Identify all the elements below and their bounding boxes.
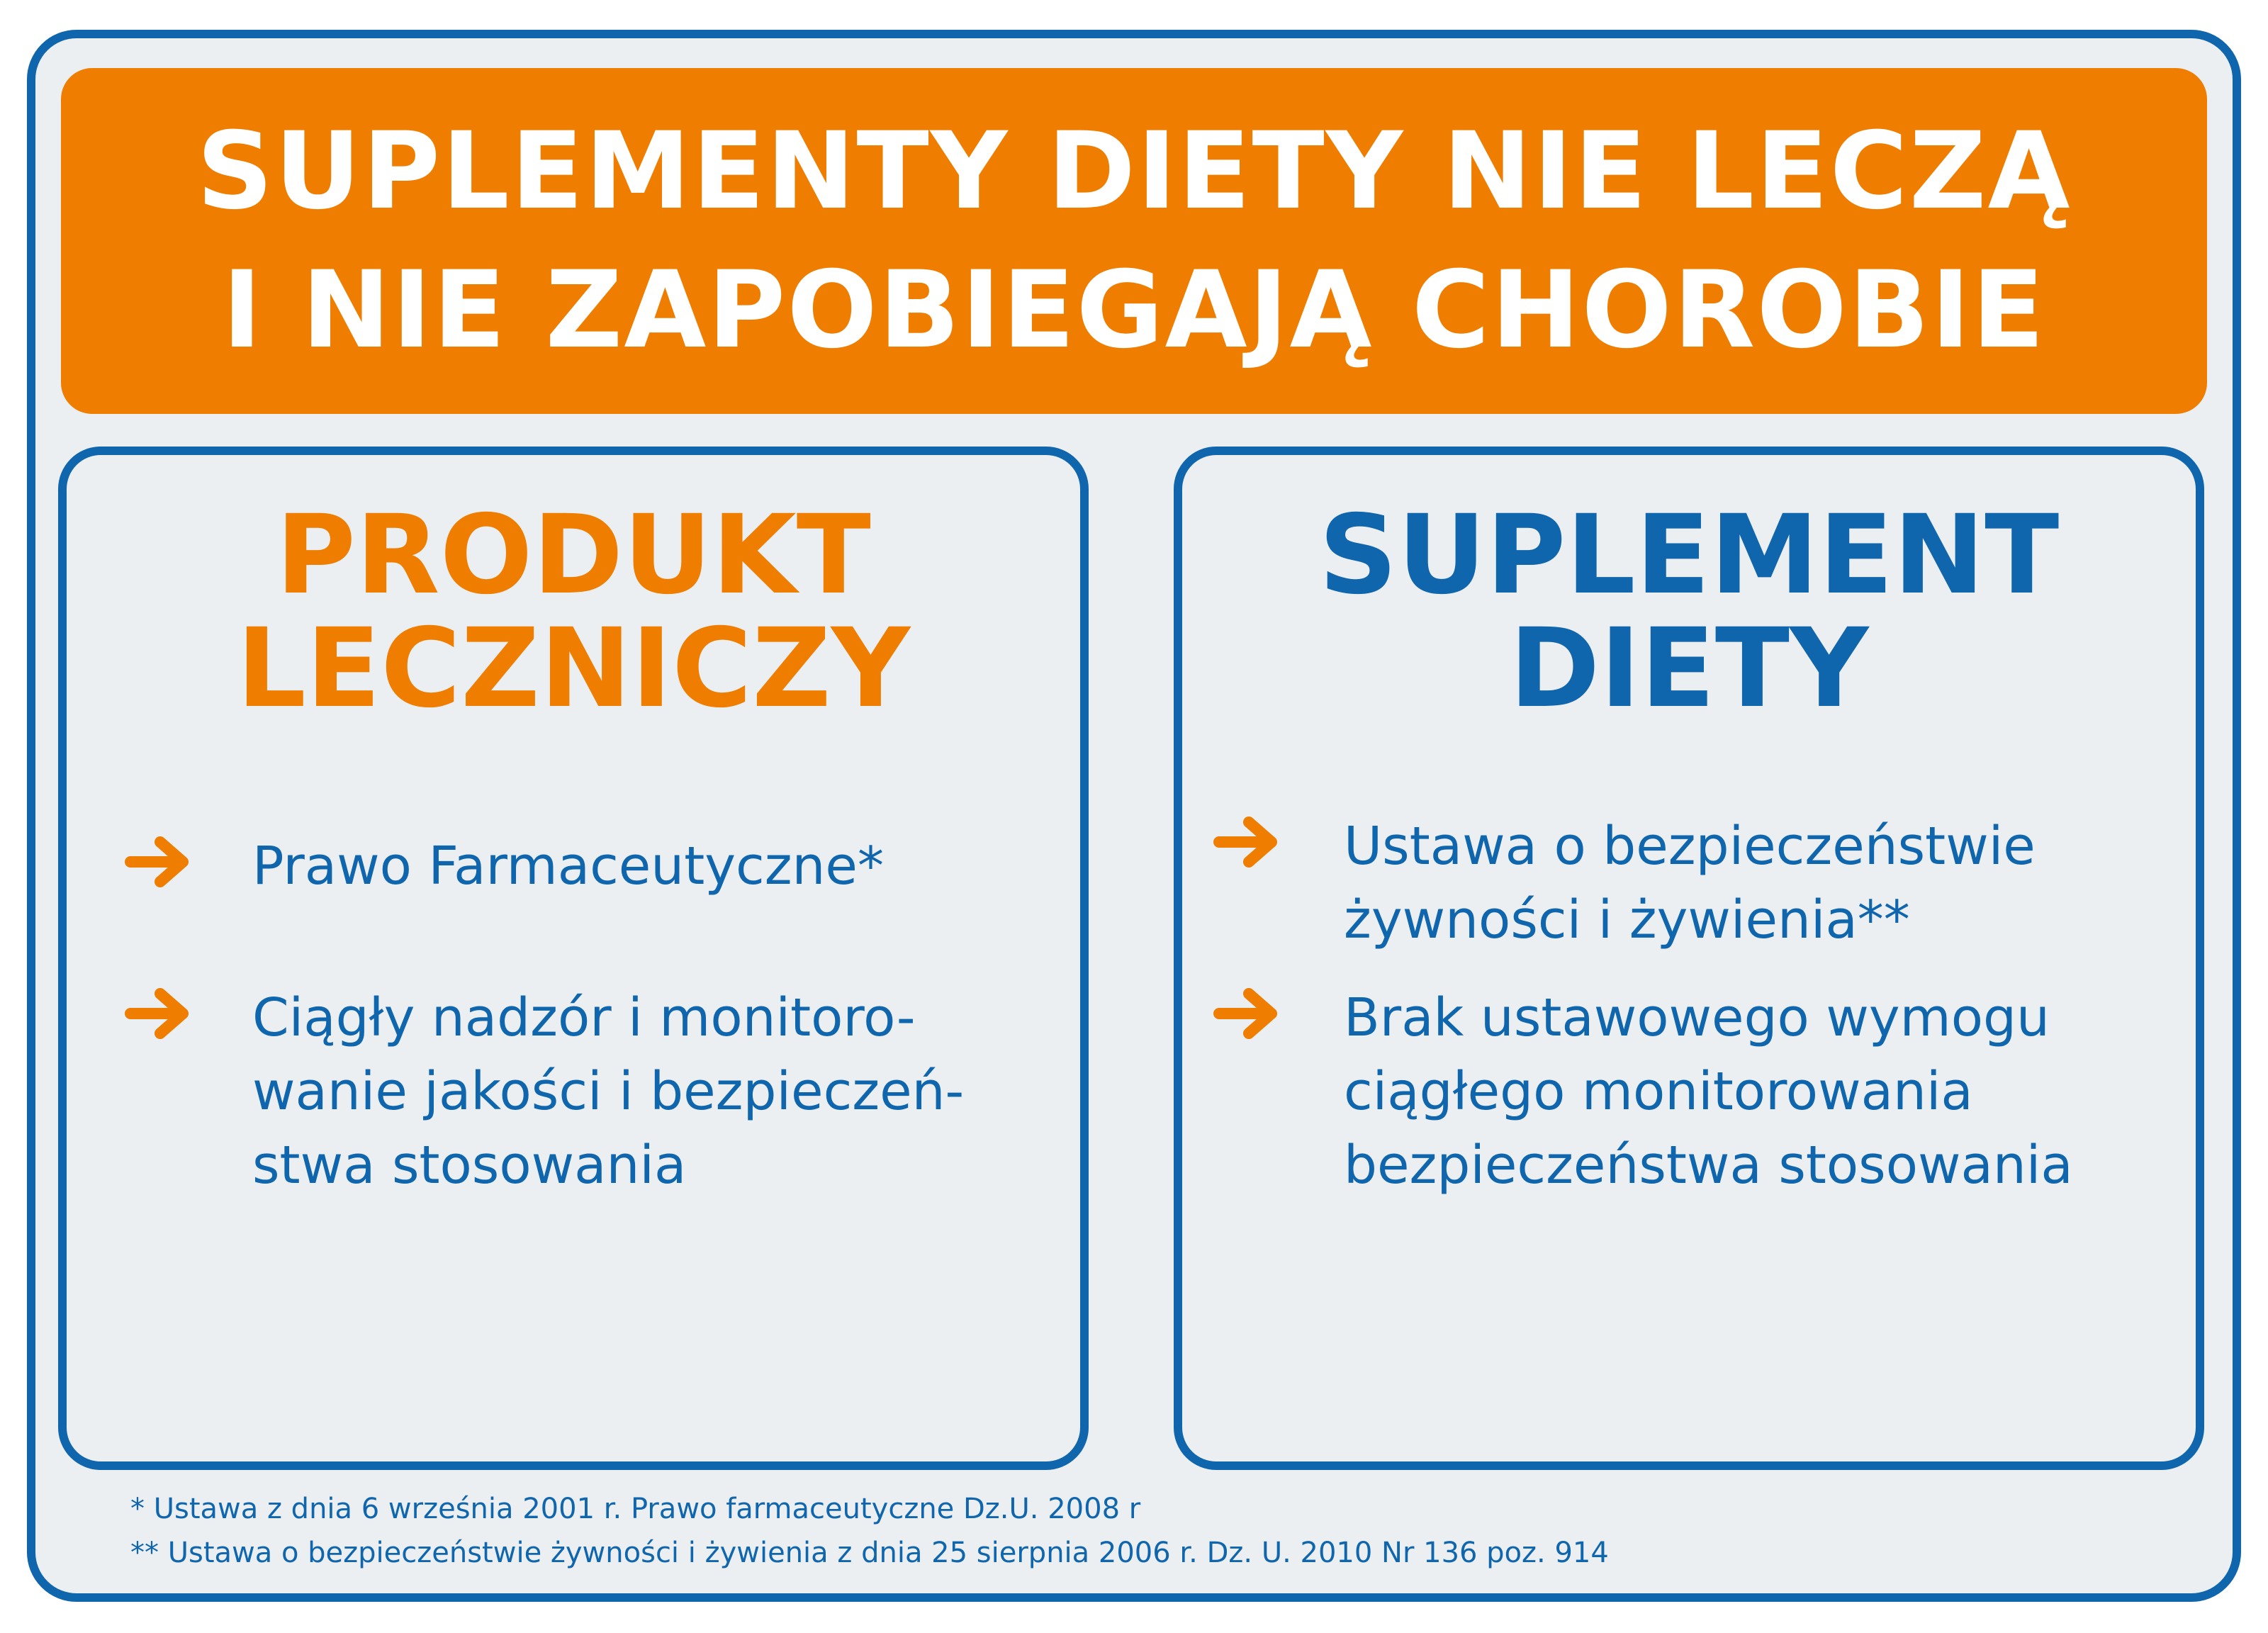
item-line: wanie jakości i bezpieczeń- [252,1061,965,1122]
list-item: Brak ustawowego wymogu ciągłego monitoro… [1344,981,2073,1202]
footnote-1: * Ustawa z dnia 6 września 2001 r. Prawo… [130,1493,1141,1525]
headline-line-2: I NIE ZAPOBIEGAJĄ CHOROBIE [222,249,2046,372]
footnotes: * Ustawa z dnia 6 września 2001 r. Prawo… [130,1487,1609,1575]
title-line-1: SUPLEMENT [1318,492,2060,619]
dietary-supplement-card: SUPLEMENT DIETY Ustawa o bezpieczeństwie… [1174,447,2204,1470]
arrow-right-icon [1213,816,1277,868]
item-line: Ciągły nadzór i monitoro- [252,987,916,1048]
item-line: bezpieczeństwa stosowania [1344,1135,2073,1196]
medicinal-product-card: PRODUKT LECZNICZY Prawo Farmaceutyczne* … [58,447,1089,1470]
item-line: ciągłego monitorowania [1344,1061,1973,1122]
dietary-supplement-title: SUPLEMENT DIETY [1182,499,2196,726]
arrow-right-icon [125,836,189,887]
arrow-right-icon [125,988,189,1039]
list-item: Prawo Farmaceutyczne* [252,829,884,903]
item-line: Ustawa o bezpieczeństwie [1344,816,2036,877]
list-item: Ustawa o bezpieczeństwie żywności i żywi… [1344,809,2036,957]
medicinal-product-title: PRODUKT LECZNICZY [67,499,1080,726]
title-line-2: LECZNICZY [236,605,911,732]
arrow-right-icon [1213,988,1277,1039]
headline-line-1: SUPLEMENTY DIETY NIE LECZĄ [196,110,2072,233]
item-line: Prawo Farmaceutyczne* [252,836,884,897]
item-line: Brak ustawowego wymogu [1344,987,2050,1048]
footnote-2: ** Ustawa o bezpieczeństwie żywności i ż… [130,1537,1609,1569]
title-line-1: PRODUKT [276,492,871,619]
title-line-2: DIETY [1509,605,1869,732]
item-line: stwa stosowania [252,1135,687,1196]
list-item: Ciągły nadzór i monitoro- wanie jakości … [252,981,964,1202]
headline-banner: SUPLEMENTY DIETY NIE LECZĄ I NIE ZAPOBIE… [61,68,2207,414]
item-line: żywności i żywienia** [1344,890,1910,950]
